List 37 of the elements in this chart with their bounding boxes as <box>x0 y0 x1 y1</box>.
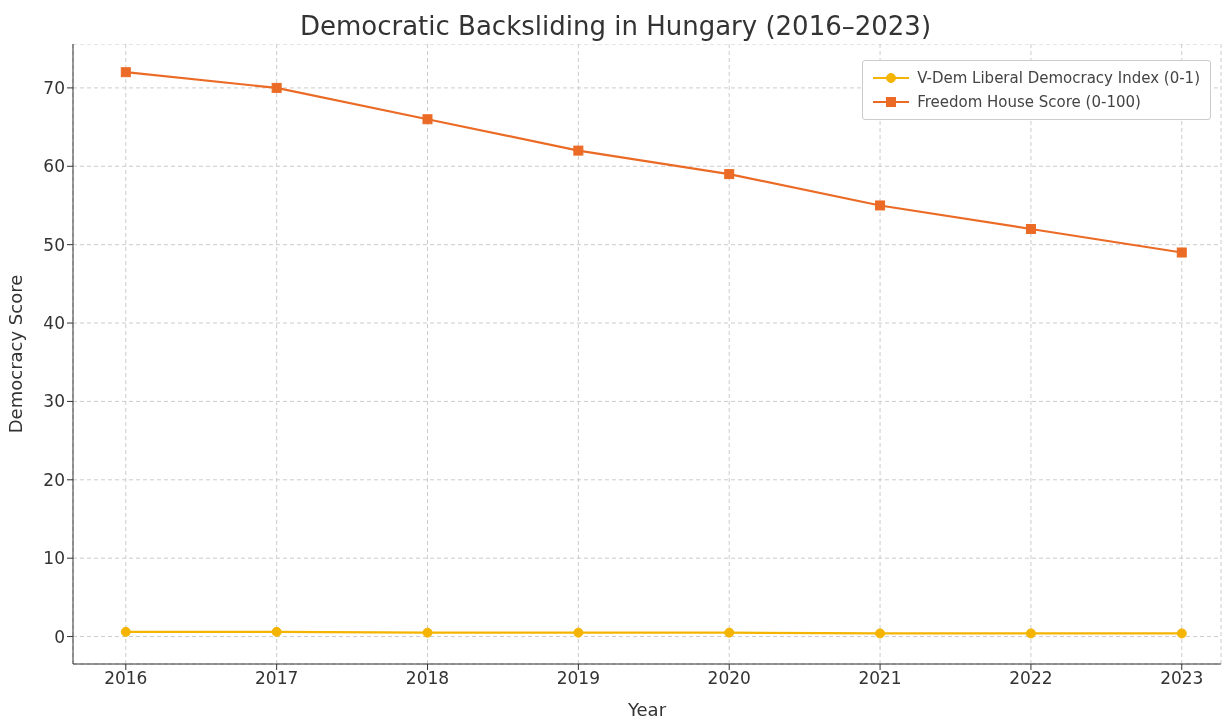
chart-title: Democratic Backsliding in Hungary (2016–2023) <box>298 10 933 43</box>
point <box>1025 628 1036 639</box>
y-tick-label: 60 <box>43 156 65 177</box>
point <box>271 626 282 637</box>
point <box>573 627 584 638</box>
point <box>875 200 886 211</box>
y-tick-label: 70 <box>43 77 65 98</box>
y-tick-label: 50 <box>43 234 65 255</box>
point <box>422 114 433 125</box>
y-tick-label: 0 <box>54 626 65 647</box>
y-tick-label: 10 <box>43 548 65 569</box>
x-axis-title: Year <box>626 699 667 720</box>
point <box>271 82 282 93</box>
point <box>875 628 886 639</box>
point <box>1176 247 1187 258</box>
point <box>573 145 584 156</box>
point <box>422 627 433 638</box>
x-tick-label: 2017 <box>255 668 299 689</box>
x-tick-label: 2023 <box>1160 668 1204 689</box>
point <box>1176 628 1187 639</box>
y-axis-title: Democracy Score <box>5 274 27 434</box>
y-tick-label: 40 <box>43 313 65 334</box>
legend-label: V-Dem Liberal Democracy Index (0-1) <box>917 69 1200 87</box>
y-tick-label: 30 <box>43 391 65 412</box>
x-tick-label: 2021 <box>858 668 902 689</box>
x-tick-label: 2020 <box>707 668 751 689</box>
x-tick-label: 2018 <box>405 668 450 689</box>
y-tick-label: 20 <box>43 469 65 490</box>
x-tick-label: 2019 <box>556 668 600 689</box>
x-tick-label: 2022 <box>1009 668 1053 689</box>
point <box>120 626 131 637</box>
x-tick-label: 2016 <box>104 668 148 689</box>
legend-label: Freedom House Score (0-100) <box>917 93 1141 111</box>
point <box>724 169 735 180</box>
point <box>724 627 735 638</box>
point <box>1025 223 1036 234</box>
point <box>120 67 131 78</box>
